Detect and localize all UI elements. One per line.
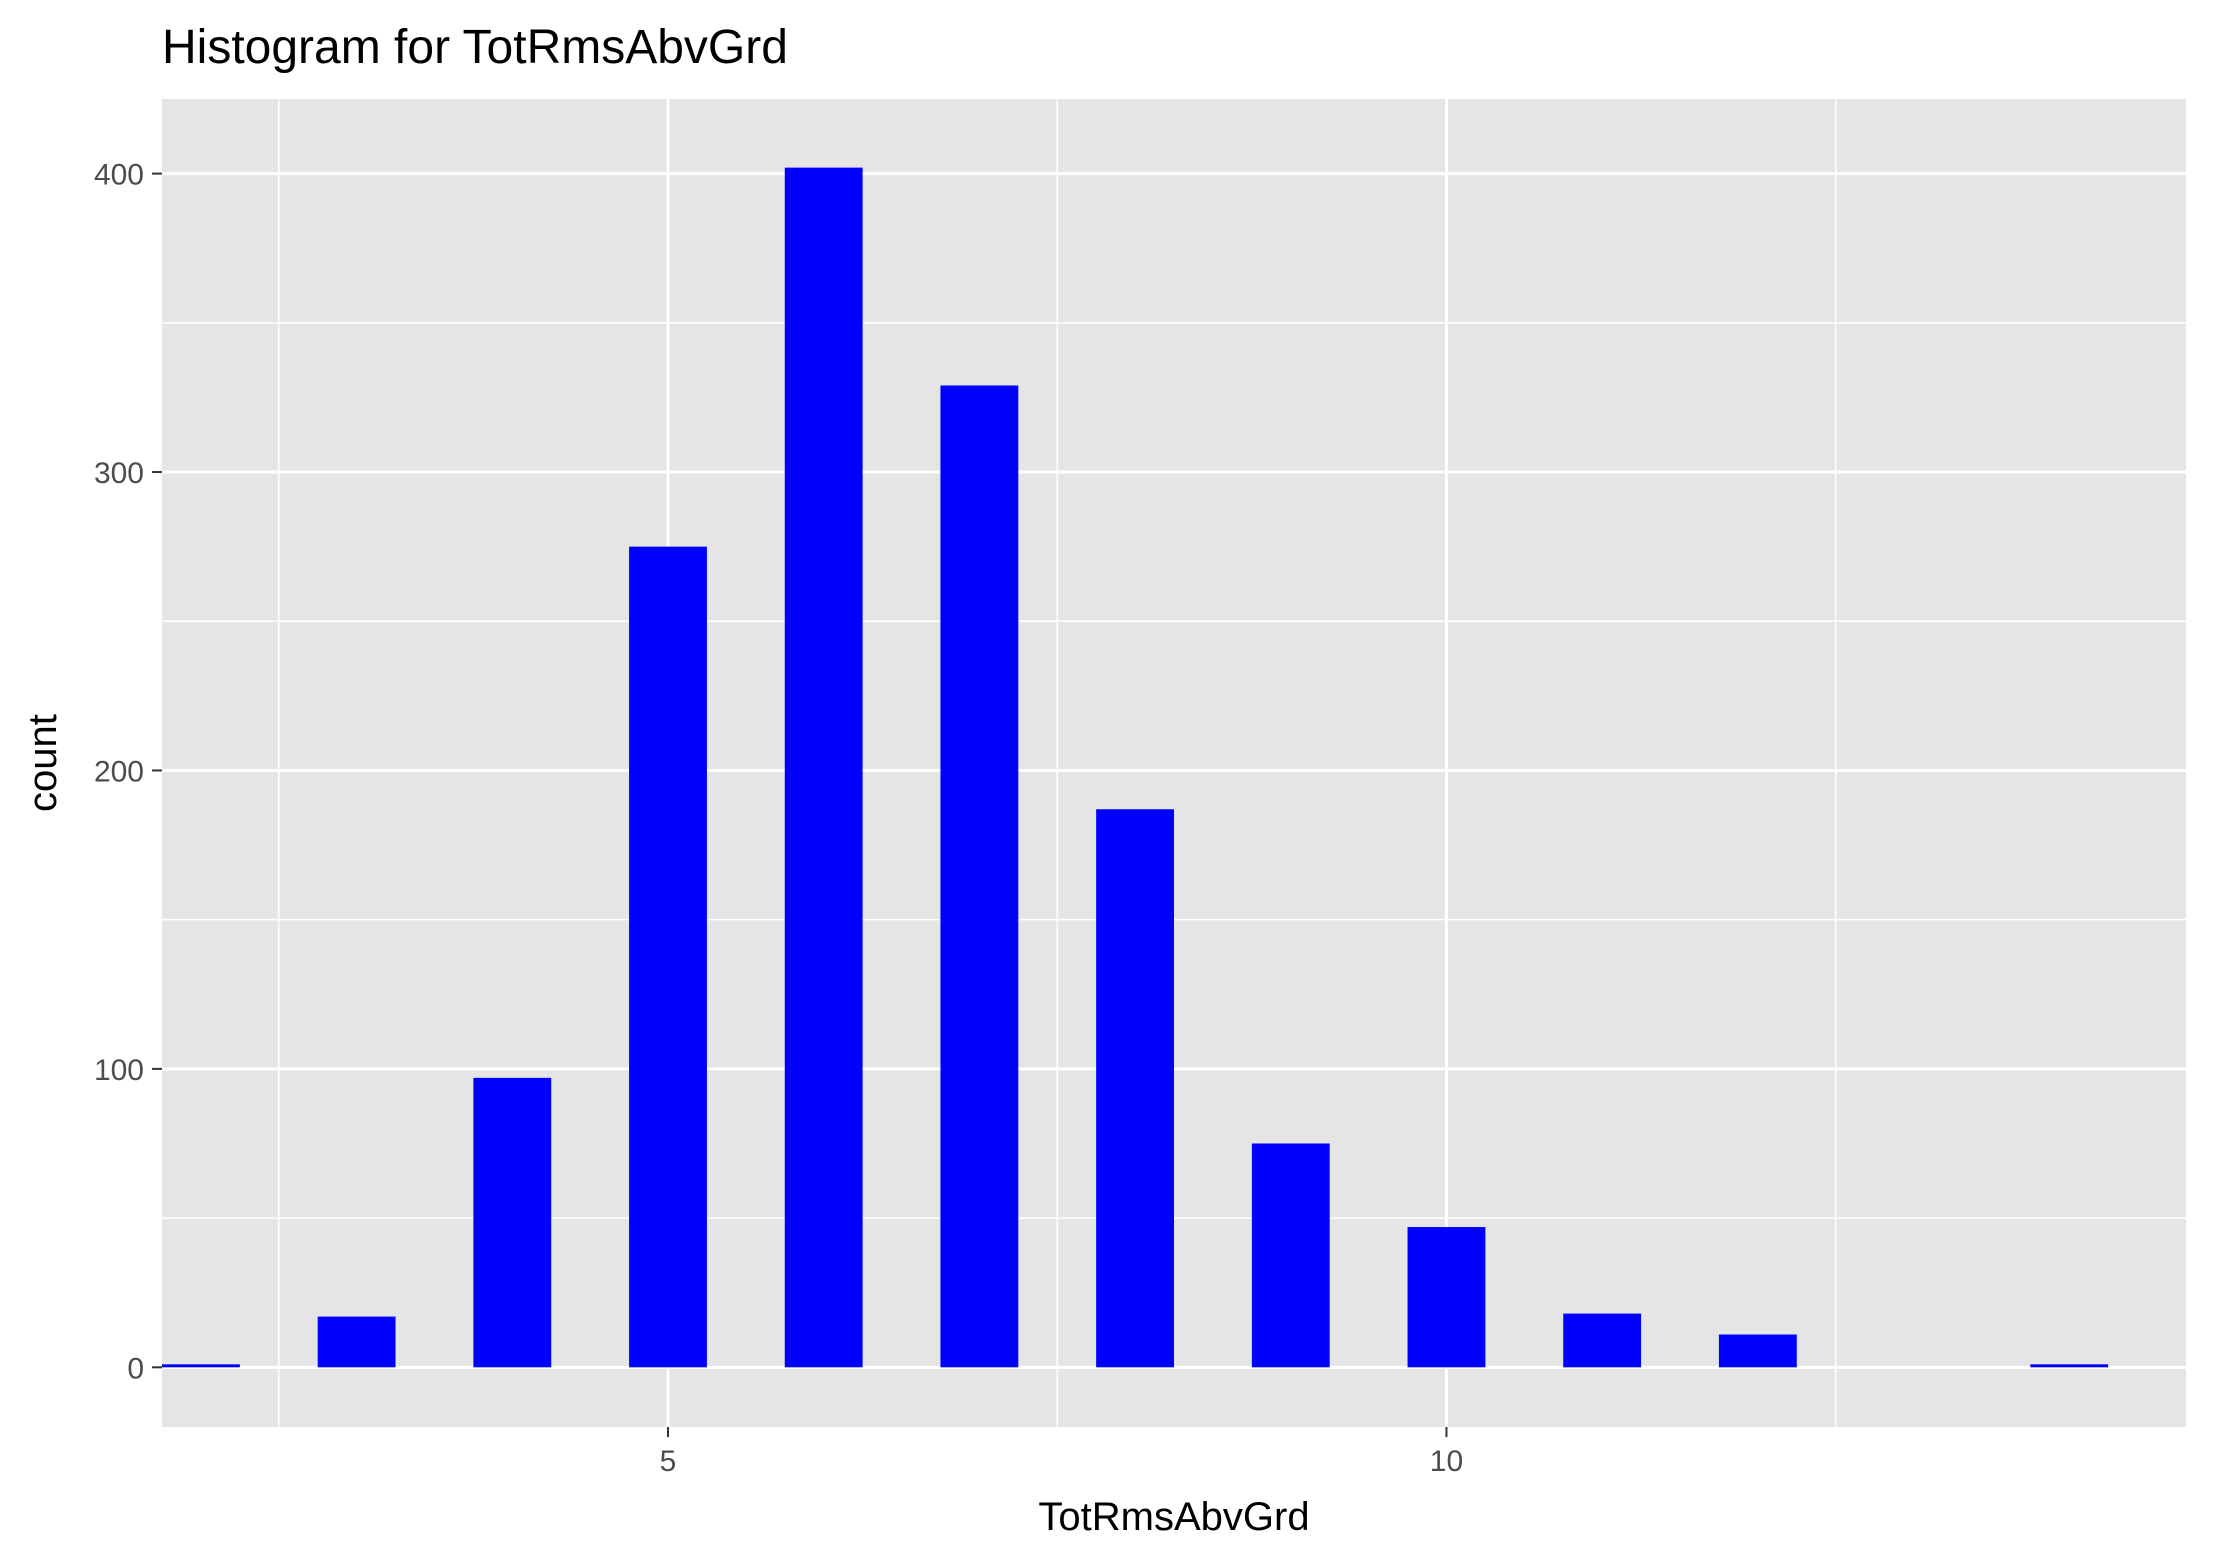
x-tick-label: 10 — [1430, 1445, 1463, 1478]
histogram-bar — [473, 1077, 552, 1368]
histogram-bar — [1718, 1334, 1797, 1368]
y-tick-label: 0 — [127, 1352, 144, 1385]
histogram-bar — [317, 1316, 396, 1368]
x-tick-label: 5 — [660, 1445, 677, 1478]
y-tick-label: 300 — [94, 457, 144, 490]
histogram-bar — [1407, 1227, 1486, 1368]
y-axis-ticks: 0 100 200 300 400 — [94, 159, 162, 1385]
histogram-bar — [629, 546, 707, 1368]
histogram-bar — [784, 167, 863, 1368]
y-tick-label: 400 — [94, 159, 144, 192]
chart-title: Histogram for TotRmsAbvGrd — [162, 21, 788, 74]
histogram-bars — [162, 167, 2109, 1368]
y-tick-label: 200 — [94, 755, 144, 788]
y-tick-label: 100 — [94, 1054, 144, 1087]
histogram-bar — [940, 385, 1019, 1368]
y-axis-title: count — [21, 714, 65, 812]
histogram-bar — [162, 1364, 240, 1368]
x-axis-ticks: 5 10 — [660, 1427, 1463, 1478]
histogram-bar — [2030, 1364, 2109, 1368]
x-axis-title: TotRmsAbvGrd — [1038, 1495, 1309, 1539]
histogram-bar — [1563, 1313, 1642, 1368]
histogram-bar — [1096, 809, 1174, 1368]
histogram-bar — [1251, 1143, 1330, 1368]
